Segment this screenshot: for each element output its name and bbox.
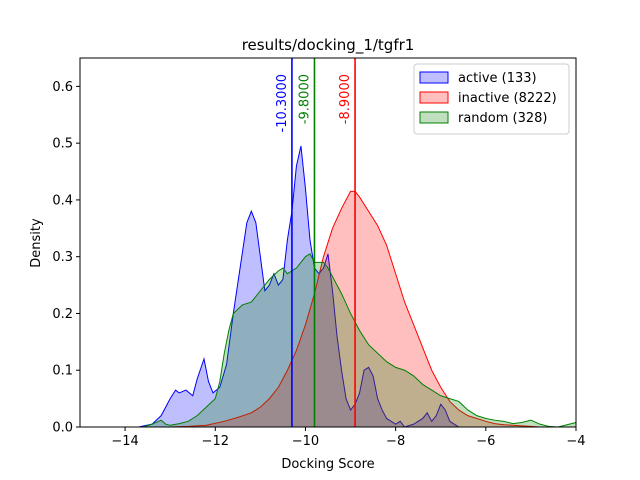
density-area-2 xyxy=(143,253,576,427)
density-line-2 xyxy=(142,253,576,427)
vline-label-2: -9.8000 xyxy=(297,74,312,124)
plot-frame xyxy=(79,57,577,428)
x-axis-ticks: −14 −12 −10 −8 −6 −4 xyxy=(111,427,586,449)
x-tick-label: −12 xyxy=(202,434,229,449)
legend: active (133) inactive (8222) random (328) xyxy=(413,63,570,135)
x-axis-label: Docking Score xyxy=(281,457,374,472)
density-areas xyxy=(138,145,576,427)
density-area-0 xyxy=(138,145,459,427)
x-tick-label: −8 xyxy=(386,434,405,449)
x-tick-label: −14 xyxy=(111,434,138,449)
y-tick-label: 0.6 xyxy=(52,80,73,95)
y-axis-label: Density xyxy=(29,218,44,268)
y-tick-label: 0.1 xyxy=(52,364,73,379)
x-tick-label: −10 xyxy=(292,434,319,449)
median-lines: -10.3000 -8.9000 -9.8000 xyxy=(275,58,356,427)
legend-box xyxy=(413,63,570,135)
x-tick-label: −6 xyxy=(476,434,495,449)
y-tick-label: 0.0 xyxy=(52,421,73,436)
vline-label-1: -8.9000 xyxy=(338,74,353,124)
y-tick-label: 0.3 xyxy=(52,250,73,265)
density-line-1 xyxy=(170,190,540,427)
y-tick-label: 0.4 xyxy=(52,193,73,208)
y-tick-label: 0.5 xyxy=(52,137,73,152)
x-tick-label: −4 xyxy=(566,434,585,449)
legend-label-0: active (133) xyxy=(458,71,537,86)
vline-label-0: -10.3000 xyxy=(275,74,290,132)
legend-swatch-0 xyxy=(419,71,449,84)
legend-label-1: inactive (8222) xyxy=(458,91,557,106)
y-tick-label: 0.2 xyxy=(52,307,73,322)
y-axis-ticks: 0.0 0.1 0.2 0.3 0.4 0.5 0.6 xyxy=(52,80,80,436)
legend-label-2: random (328) xyxy=(458,111,548,126)
legend-swatch-1 xyxy=(419,91,449,104)
chart-title: results/docking_1/tgfr1 xyxy=(242,36,415,55)
density-line-0 xyxy=(138,145,460,427)
legend-swatch-2 xyxy=(419,111,449,124)
